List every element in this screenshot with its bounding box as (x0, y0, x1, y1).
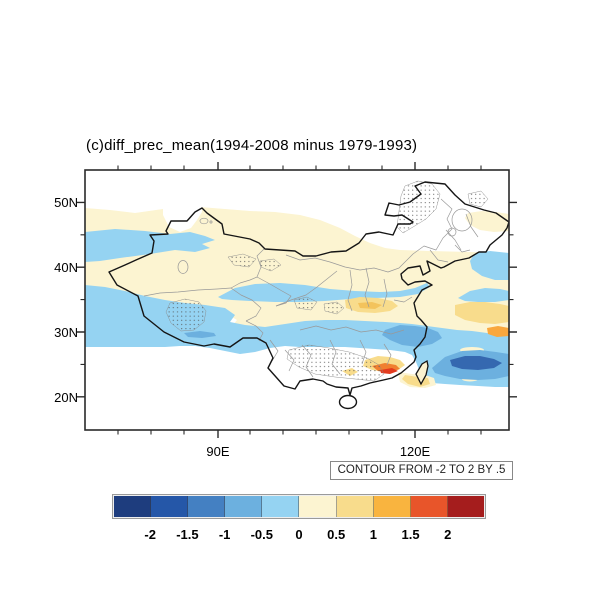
plot-title: (c)diff_prec_mean(1994-2008 minus 1979-1… (86, 137, 418, 154)
colorbar-labels: -2 -1.5 -1 -0.5 0 0.5 1 1.5 2 (113, 527, 485, 543)
colorbar-segment (151, 496, 189, 517)
axis-minor-ticks (80, 165, 514, 435)
colorbar-segment (410, 496, 448, 517)
colorbar-tick-label: -1 (218, 527, 231, 542)
colorbar-tick-label: 2 (444, 527, 452, 542)
colorbar-tick-label: 1 (369, 527, 378, 542)
colorbar-tick-label: 0.5 (327, 527, 346, 542)
contour-band-m1p5-to-m1 (450, 356, 502, 370)
colorbar-segment (447, 496, 484, 517)
y-tick-label-40n: 40N (54, 260, 78, 275)
contour-orange-east-edge (487, 326, 509, 337)
stipple-regions (165, 180, 489, 382)
axis-major-ticks (77, 162, 517, 438)
colorbar-tick-label: -2 (144, 527, 156, 542)
colorbar-segment (299, 496, 337, 517)
x-tick-label-90e: 90E (206, 444, 230, 459)
colorbar-segment (262, 496, 300, 517)
colorbar-segment (225, 496, 263, 517)
colorbar-tick-label: 0 (295, 527, 303, 542)
y-tick-label-50n: 50N (54, 195, 78, 210)
province-borders (143, 198, 479, 378)
colorbar-tick-label: -0.5 (250, 527, 273, 542)
colorbar-tick-label: 1.5 (401, 527, 420, 542)
colorbar-segment (373, 496, 411, 517)
contour-red-secoast (380, 368, 398, 374)
white-zero-region (163, 198, 202, 232)
y-tick-label-30n: 30N (54, 325, 78, 340)
colorbar-segment (336, 496, 374, 517)
x-tick-label-120e: 120E (399, 444, 431, 459)
colorbar-segment (188, 496, 226, 517)
colorbar (112, 494, 486, 519)
colorbar-segment (114, 496, 152, 517)
y-tick-label-20n: 20N (54, 390, 78, 405)
colorbar-tick-label: -1.5 (176, 527, 199, 542)
filled-contours (85, 170, 509, 430)
contour-info-box: CONTOUR FROM -2 TO 2 BY .5 (330, 461, 513, 480)
china-border (108, 181, 509, 410)
taiwan-outline (415, 359, 429, 386)
contour-yellow-core (358, 302, 382, 309)
